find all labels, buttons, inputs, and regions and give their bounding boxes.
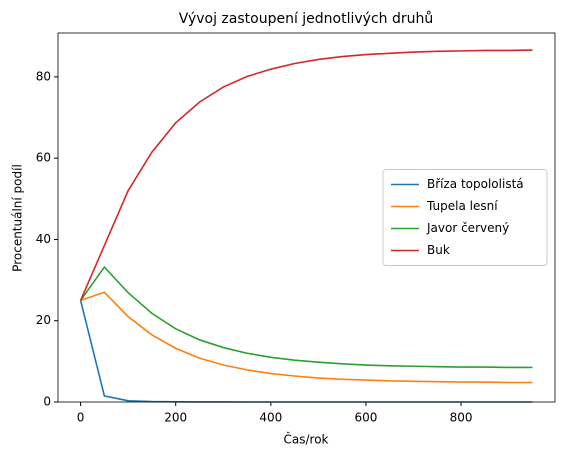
x-tick-label: 200 (164, 411, 187, 425)
line-series (79, 300, 533, 403)
legend-label: Javor červený (426, 221, 509, 235)
legend-box (382, 169, 548, 266)
y-tick-label: 20 (36, 313, 51, 327)
x-tick-label: 800 (450, 411, 473, 425)
x-axis-label: Čas/rok (284, 432, 329, 447)
y-axis-label: Procentuální podíl (11, 164, 25, 272)
y-tick-label: 60 (36, 151, 51, 165)
line-series (79, 265, 533, 369)
y-tick-label: 80 (36, 69, 51, 83)
y-tick-label: 0 (43, 395, 51, 409)
x-tick-label: 600 (354, 411, 377, 425)
y-tick-label: 40 (36, 232, 51, 246)
legend-label: Buk (427, 243, 450, 257)
x-tick-label: 0 (77, 411, 85, 425)
legend-label: Bříza topololistá (427, 177, 524, 191)
x-tick-label: 400 (259, 411, 282, 425)
legend: Bříza topololistá Tupela lesní Javor červe… (382, 169, 548, 266)
plot-frame (57, 32, 556, 403)
chart-title: Vývoj zastoupení jednotlivých druhů (179, 11, 434, 27)
legend-label: Tupela lesní (426, 199, 498, 213)
line-series (80, 291, 533, 384)
line-series (79, 49, 533, 301)
